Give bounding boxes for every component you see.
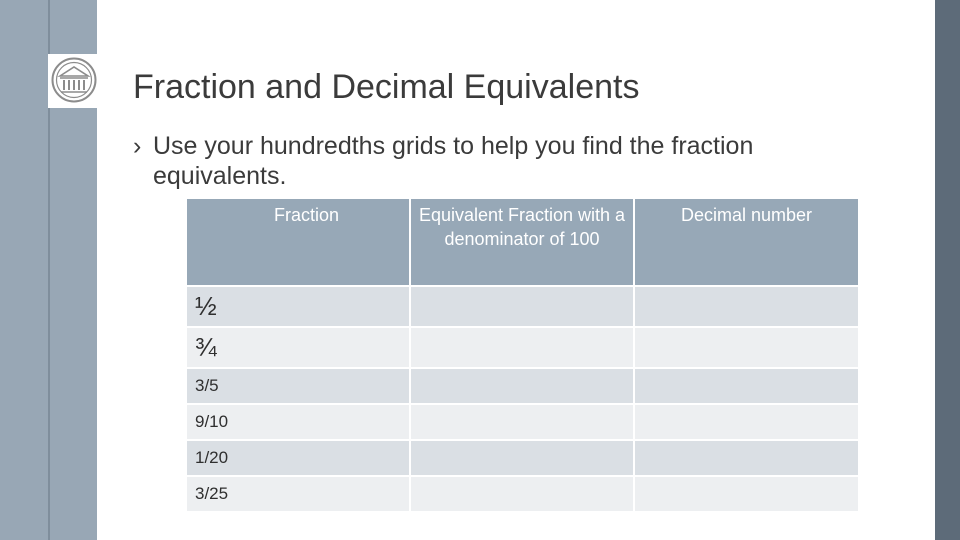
table-row: ¾ [185, 326, 860, 369]
bullet-chevron-icon: › [133, 132, 142, 160]
fraction-cell: 3/5 [185, 367, 411, 405]
fraction-cell: ½ [185, 285, 411, 328]
decimal-cell [633, 439, 860, 477]
table-row: 3/5 [185, 367, 860, 405]
decimal-cell [633, 403, 860, 441]
table-row: ½ [185, 285, 860, 328]
equivalent-cell [409, 403, 635, 441]
header-equivalent-fraction: Equivalent Fraction with a denominator o… [409, 197, 635, 287]
bullet-text: Use your hundredths grids to help you fi… [153, 132, 754, 190]
equivalent-cell [409, 326, 635, 369]
table-header-row: Fraction Equivalent Fraction with a deno… [185, 197, 860, 287]
fraction-table: Fraction Equivalent Fraction with a deno… [185, 197, 860, 513]
table-row: 1/20 [185, 439, 860, 477]
decimal-cell [633, 475, 860, 513]
table-row: 3/25 [185, 475, 860, 513]
equivalent-cell [409, 367, 635, 405]
fraction-cell: ¾ [185, 326, 411, 369]
fraction-cell: 9/10 [185, 403, 411, 441]
bullet-point: › Use your hundredths grids to help you … [133, 131, 893, 191]
columned-building-seal-icon [51, 57, 97, 103]
right-stripe [935, 0, 960, 540]
left-stripe-divider [48, 0, 50, 540]
decimal-cell [633, 285, 860, 328]
equivalent-cell [409, 439, 635, 477]
decimal-cell [633, 326, 860, 369]
table-row: 9/10 [185, 403, 860, 441]
header-decimal-number: Decimal number [633, 197, 860, 287]
decimal-cell [633, 367, 860, 405]
left-stripe-outer [0, 0, 48, 540]
equivalent-cell [409, 475, 635, 513]
fraction-cell: 1/20 [185, 439, 411, 477]
fraction-cell: 3/25 [185, 475, 411, 513]
header-fraction: Fraction [185, 197, 411, 287]
slide-title: Fraction and Decimal Equivalents [133, 68, 640, 106]
equivalent-cell [409, 285, 635, 328]
